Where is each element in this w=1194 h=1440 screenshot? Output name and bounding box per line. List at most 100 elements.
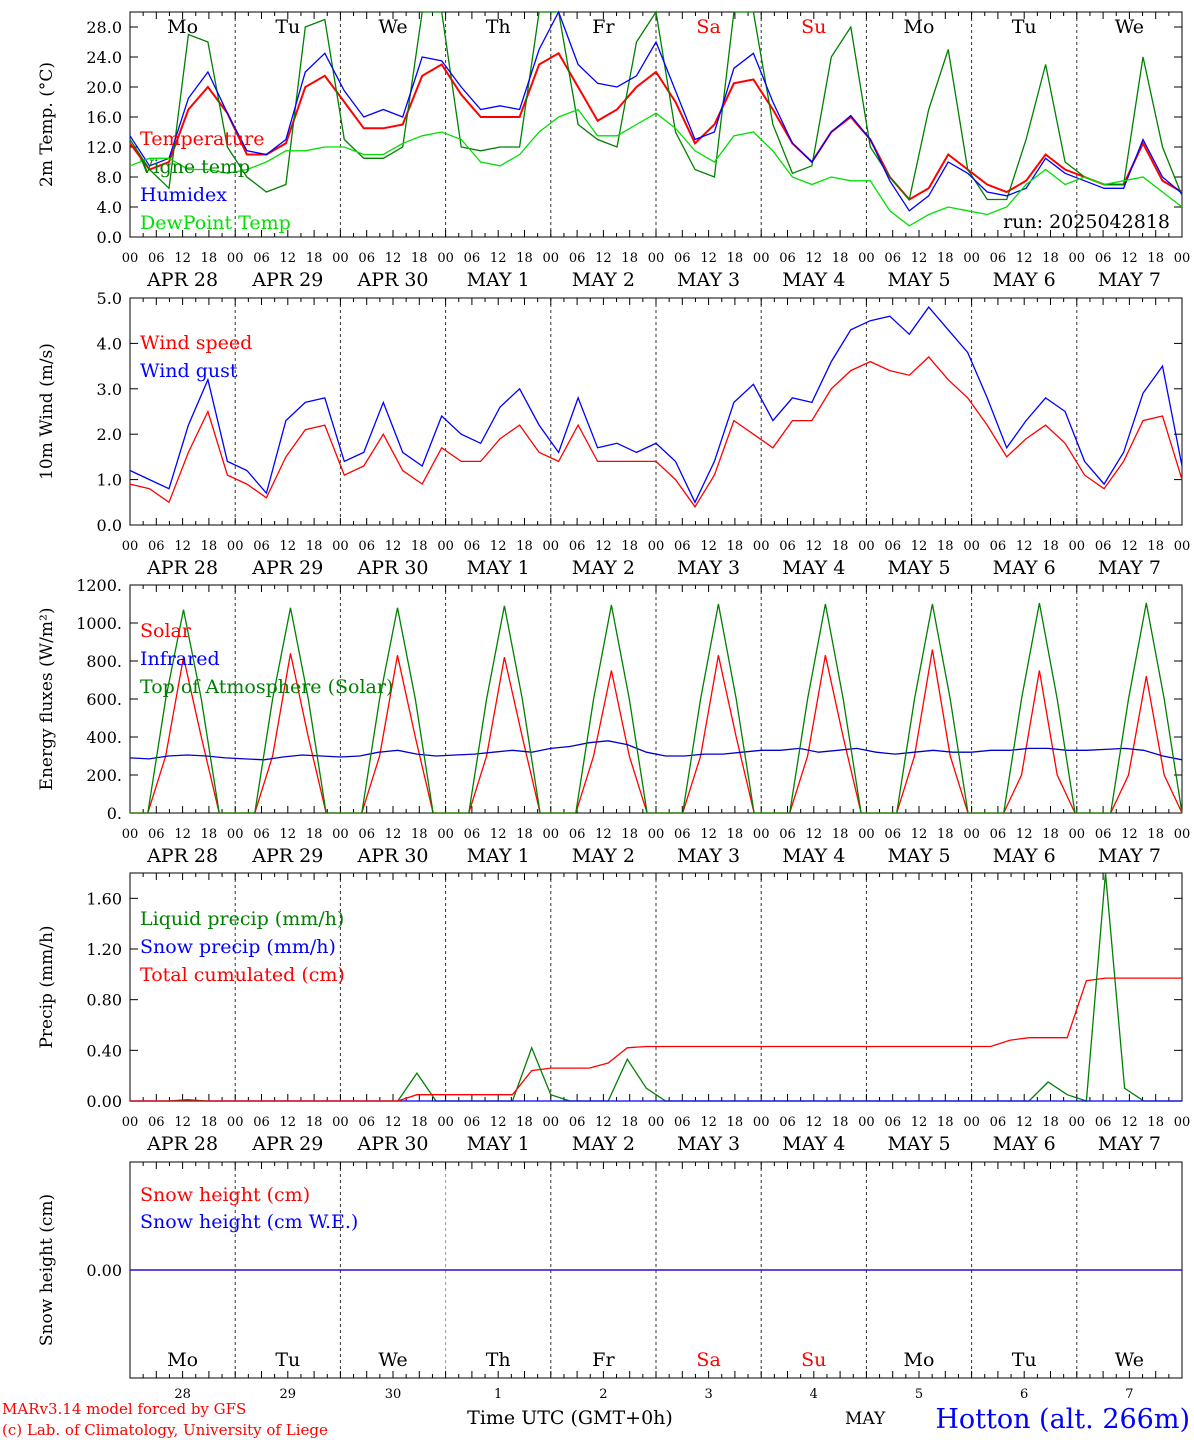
hour-tick-label: 12 [911,539,928,554]
day-of-week-label: Sa [696,16,720,38]
date-label: MAY 2 [572,269,635,291]
hour-tick-label: 06 [464,1115,481,1130]
date-label: APR 30 [356,845,428,867]
date-label: MAY 1 [467,1133,530,1155]
date-label: MAY 5 [887,557,950,579]
date-label: MAY 7 [1098,269,1161,291]
date-label: APR 30 [356,1133,428,1155]
date-label: APR 29 [251,557,323,579]
hour-tick-label: 00 [543,251,560,266]
hour-tick-label: 06 [358,539,375,554]
hour-tick-label: 06 [1095,539,1112,554]
y-tick-label: 28.0 [86,18,122,37]
hour-tick-label: 00 [122,1115,139,1130]
day-of-week-label: Th [486,16,511,38]
hour-tick-label: 00 [1174,1115,1191,1130]
hour-tick-label: 00 [648,251,665,266]
hour-tick-label: 06 [464,539,481,554]
y-tick-label: 1000. [76,614,122,633]
date-label: MAY 2 [572,1133,635,1155]
date-label: MAY 2 [572,845,635,867]
legend-entry: Liquid precip (mm/h) [140,908,344,930]
hour-tick-label: 18 [411,827,428,842]
hour-tick-label: 00 [753,827,770,842]
hour-tick-label: 06 [358,251,375,266]
day-of-week-label: Mo [904,16,935,38]
hour-tick-label: 18 [621,251,638,266]
station-label: Hotton (alt. 266m) [935,1404,1190,1435]
hour-tick-label: 06 [779,827,796,842]
date-label: MAY 6 [993,557,1056,579]
hour-tick-label: 18 [1147,251,1164,266]
time-axis-label: Time UTC (GMT+0h) [467,1407,673,1429]
hour-tick-label: 00 [227,827,244,842]
hour-tick-label: 00 [1069,1115,1086,1130]
hour-tick-label: 00 [122,827,139,842]
hour-tick-label: 18 [1042,251,1059,266]
hour-tick-label: 00 [1069,251,1086,266]
series-line-total-cumulated-cm- [130,977,1182,1102]
date-label: MAY 5 [887,269,950,291]
day-of-week-label: Mo [167,16,198,38]
hour-tick-label: 12 [911,1115,928,1130]
hour-tick-label: 18 [411,251,428,266]
series-line-wind-gust [129,306,1183,504]
legend-entry: Snow height (cm W.E.) [140,1211,358,1233]
hour-tick-label: 00 [963,539,980,554]
y-tick-label: 24.0 [86,48,122,67]
hour-tick-label: 12 [174,827,191,842]
series-line-temperature [129,51,1183,201]
hour-tick-label: 12 [1016,539,1033,554]
hour-tick-label: 18 [1042,1115,1059,1130]
date-label: MAY 3 [677,845,740,867]
hour-tick-label: 06 [674,827,691,842]
y-tick-label: 1.0 [97,471,122,490]
hour-tick-label: 00 [858,827,875,842]
hour-tick-label: 00 [332,539,349,554]
hour-tick-label: 18 [516,539,533,554]
hour-tick-label: 18 [1042,539,1059,554]
hour-tick-label: 00 [753,1115,770,1130]
hour-tick-label: 12 [1016,827,1033,842]
hour-tick-label: 06 [884,539,901,554]
hour-tick-label: 06 [779,539,796,554]
day-of-week-label: Tu [1012,16,1037,38]
hour-tick-label: 06 [569,1115,586,1130]
legend-entry: Infrared [140,648,220,670]
hour-tick-label: 00 [227,1115,244,1130]
hour-tick-label: 06 [148,539,165,554]
date-label: MAY 2 [572,557,635,579]
legend-entry: Vigne temp [139,156,250,178]
hour-tick-label: 06 [1095,251,1112,266]
hour-tick-label: 18 [832,1115,849,1130]
hour-tick-label: 18 [306,539,323,554]
hour-tick-label: 12 [1121,1115,1138,1130]
hour-tick-label: 06 [253,539,270,554]
hour-tick-label: 12 [806,539,823,554]
hour-tick-label: 18 [516,827,533,842]
day-of-week-label: Tu [275,16,300,38]
date-label: APR 28 [146,557,218,579]
legend-entry: Wind gust [140,360,238,382]
y-tick-label: 600. [86,690,122,709]
hour-tick-label: 00 [437,539,454,554]
date-label: MAY 3 [677,557,740,579]
hour-tick-label: 06 [253,251,270,266]
y-tick-label: 0.00 [86,1261,122,1280]
day-of-week-label: We [1115,16,1144,38]
hour-tick-label: 12 [911,251,928,266]
hour-tick-label: 00 [227,539,244,554]
hour-tick-label: 00 [1069,827,1086,842]
hour-tick-label: 00 [437,251,454,266]
date-label: APR 30 [356,269,428,291]
hour-tick-label: 06 [358,1115,375,1130]
hour-tick-label: 12 [1121,251,1138,266]
hour-tick-label: 12 [911,827,928,842]
day-number: 2 [599,1387,607,1402]
hour-tick-label: 18 [306,251,323,266]
panel-2: 00 06 12 18 00 06 12 18 00 06 12 18 00 06 12 18 00 06 12 18… [37,289,1190,579]
day-number: 30 [385,1387,402,1402]
hour-tick-label: 18 [621,539,638,554]
hour-tick-label: 06 [884,251,901,266]
